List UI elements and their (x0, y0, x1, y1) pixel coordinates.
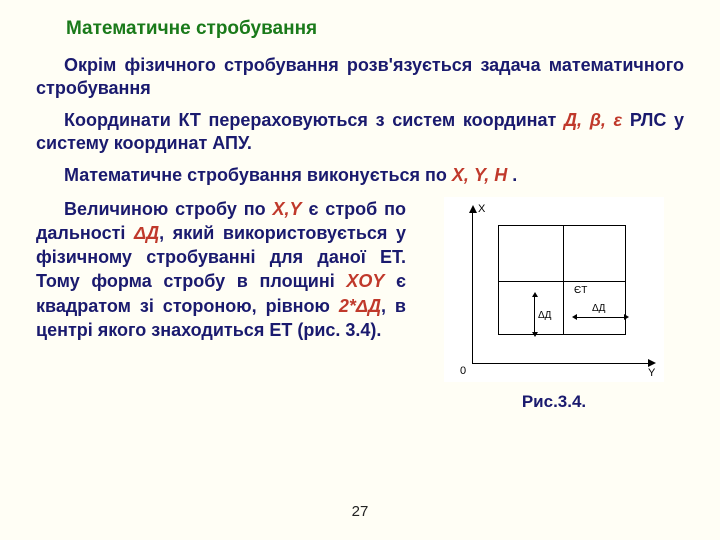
p3-part-b: . (507, 165, 517, 185)
figure-caption: Рис.3.4. (522, 392, 586, 412)
page-number: 27 (0, 503, 720, 520)
dim-horiz-arrow-right (624, 314, 629, 320)
l-a: Величиною стробу по (64, 199, 273, 219)
et-label: ЄТ (574, 285, 587, 296)
p3-coords: Х, Y, H (452, 165, 507, 185)
p2-coords: Д, β, ε (564, 110, 622, 130)
axis-vertical (472, 211, 473, 363)
axis-y-label: Y (648, 367, 655, 379)
dim-vertical-line (534, 295, 535, 335)
slide-page: Математичне стробування Окрім фізичного … (0, 0, 720, 540)
square-vertical-divider (563, 226, 564, 334)
axis-x-label: X (478, 203, 485, 215)
dim-horiz-arrow-left (572, 314, 577, 320)
lower-row: Величиною стробу по X,Y є строб по дальн… (36, 197, 684, 412)
dim-vert-arrow-down (532, 332, 538, 337)
dd-vertical-label: ΔД (538, 310, 551, 321)
l-xy: X,Y (273, 199, 302, 219)
paragraph-4: Величиною стробу по X,Y є строб по дальн… (36, 197, 406, 343)
strobe-square (498, 225, 626, 335)
l-2dd: 2*ΔД (339, 296, 381, 316)
figure-3-4: X Y 0 ЄТ ΔД (444, 197, 664, 382)
paragraph-3: Математичне стробування виконується по Х… (36, 164, 684, 187)
l-xoy: XOY (346, 271, 384, 291)
figure-column: X Y 0 ЄТ ΔД (424, 197, 684, 412)
l-dd: ΔД (134, 223, 159, 243)
p3-part-a: Математичне стробування виконується по (64, 165, 452, 185)
dim-vert-arrow-up (532, 292, 538, 297)
origin-label: 0 (460, 365, 466, 377)
square-horizontal-divider (499, 281, 625, 282)
paragraph-2: Координати КТ перераховуються з систем к… (36, 109, 684, 154)
axis-vertical-arrow (469, 205, 477, 213)
axis-horizontal (472, 363, 648, 364)
dd-horizontal-label: ΔД (592, 303, 605, 314)
paragraph-1: Окрім фізичного стробування розв'язуєтьс… (36, 54, 684, 99)
dim-horizontal-line (576, 317, 626, 318)
page-title: Математичне стробування (66, 18, 684, 40)
p2-part-a: Координати КТ перераховуються з систем к… (64, 110, 564, 130)
